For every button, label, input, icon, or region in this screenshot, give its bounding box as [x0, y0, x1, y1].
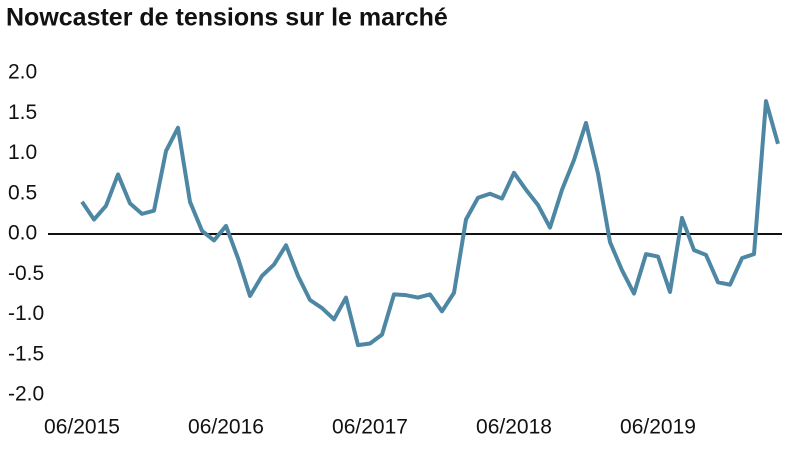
- x-tick-label: 06/2016: [188, 416, 264, 439]
- y-tick-label: 1.5: [8, 101, 37, 124]
- y-tick-label: 2.0: [8, 61, 37, 84]
- y-tick-label: -2.0: [8, 383, 44, 406]
- y-tick-label: -1.5: [8, 342, 44, 365]
- y-tick-label: -1.0: [8, 302, 44, 325]
- y-tick-label: 0.0: [8, 222, 37, 245]
- y-tick-label: 0.5: [8, 181, 37, 204]
- y-tick-label: 1.0: [8, 141, 37, 164]
- x-tick-label: 06/2015: [44, 416, 120, 439]
- chart-title: Nowcaster de tensions sur le marché: [6, 4, 448, 32]
- x-tick-label: 06/2018: [476, 416, 552, 439]
- data-line: [80, 99, 780, 348]
- x-tick-label: 06/2017: [332, 416, 408, 439]
- x-tick-label: 06/2019: [620, 416, 696, 439]
- y-tick-label: -0.5: [8, 262, 44, 285]
